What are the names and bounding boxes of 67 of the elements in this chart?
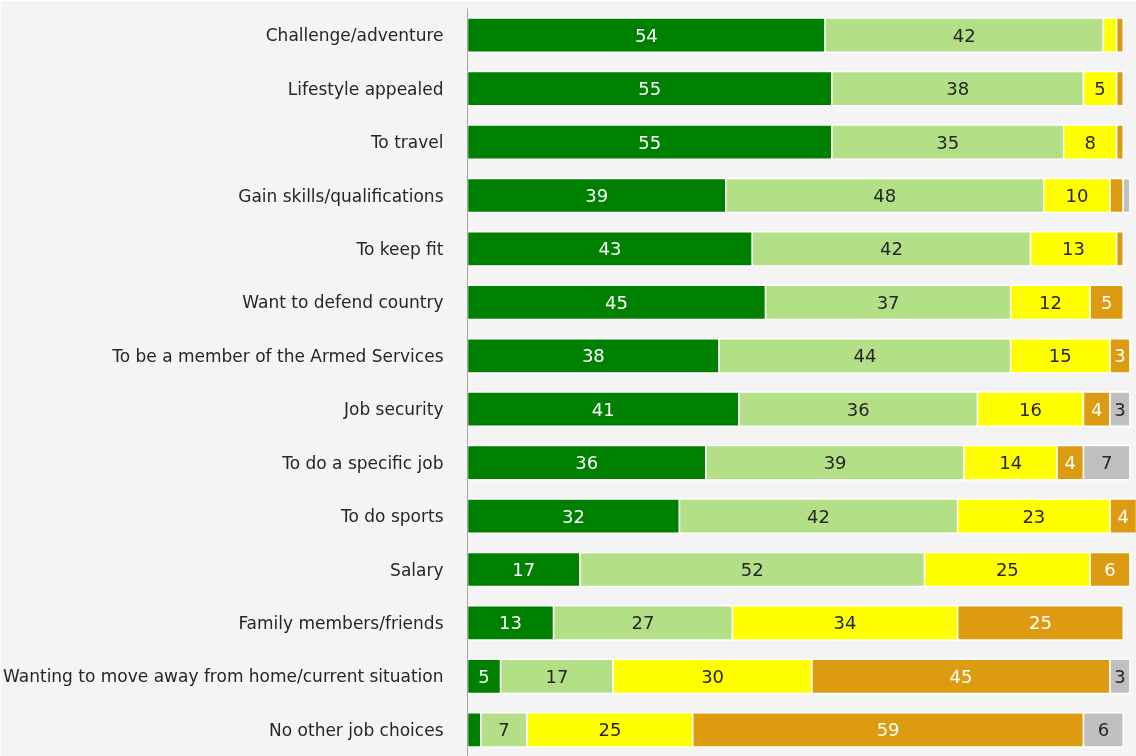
y-tick-label: To be a member of the Armed Services bbox=[111, 345, 444, 366]
data-label: 32 bbox=[562, 505, 585, 527]
data-label: 45 bbox=[605, 291, 628, 313]
data-label: 41 bbox=[591, 398, 615, 420]
data-label: 45 bbox=[949, 665, 973, 687]
data-label: 30 bbox=[701, 665, 725, 687]
data-label: 4 bbox=[1064, 452, 1076, 474]
data-label: 3 bbox=[1114, 398, 1126, 420]
data-label: 34 bbox=[833, 612, 857, 634]
y-tick-label: Family members/friends bbox=[238, 612, 444, 633]
y-tick-label: To do sports bbox=[340, 506, 444, 527]
data-label: 17 bbox=[545, 665, 569, 687]
data-label: 17 bbox=[512, 559, 536, 580]
data-label: 5 bbox=[478, 665, 490, 687]
data-label: 59 bbox=[876, 719, 900, 741]
data-label: 25 bbox=[598, 719, 622, 741]
data-label: 42 bbox=[879, 238, 903, 260]
data-label: 25 bbox=[995, 559, 1019, 580]
data-label: 43 bbox=[598, 238, 622, 260]
data-label: 55 bbox=[638, 78, 662, 100]
data-label: 42 bbox=[952, 24, 976, 46]
data-label: 4 bbox=[1091, 398, 1103, 420]
data-label: 38 bbox=[946, 78, 970, 100]
data-label: 3 bbox=[1114, 665, 1126, 687]
data-label: 8 bbox=[1084, 131, 1096, 153]
data-label: 7 bbox=[1100, 452, 1113, 474]
data-label: 37 bbox=[876, 291, 900, 313]
y-tick-label: To do a specific job bbox=[281, 452, 444, 473]
data-label: 5 bbox=[1100, 291, 1113, 313]
data-label: 7 bbox=[498, 719, 510, 741]
data-label: 4 bbox=[1117, 505, 1129, 527]
data-label: 10 bbox=[1065, 185, 1089, 206]
y-tick-label: To keep fit bbox=[355, 238, 444, 259]
data-label: 44 bbox=[853, 345, 877, 367]
y-tick-label: Want to defend country bbox=[242, 292, 444, 313]
data-label: 55 bbox=[638, 131, 662, 153]
data-label: 6 bbox=[1104, 559, 1116, 580]
data-label: 36 bbox=[846, 398, 870, 420]
data-label: 42 bbox=[807, 505, 831, 527]
data-label: 54 bbox=[634, 24, 658, 46]
data-label: 35 bbox=[936, 131, 960, 153]
y-tick-label: Wanting to move away from home/current situation bbox=[3, 666, 444, 687]
data-label: 39 bbox=[585, 185, 609, 206]
y-tick-label: No other job choices bbox=[269, 719, 444, 740]
data-label: 5 bbox=[1094, 78, 1106, 100]
data-label: 6 bbox=[1097, 719, 1110, 741]
data-label: 27 bbox=[631, 612, 655, 634]
data-label: 25 bbox=[1029, 612, 1052, 634]
y-tick-label: Job security bbox=[343, 399, 444, 420]
data-label: 36 bbox=[575, 452, 599, 474]
data-label: 23 bbox=[1022, 505, 1046, 527]
y-tick-label: Challenge/adventure bbox=[265, 25, 444, 46]
data-label: 13 bbox=[1062, 238, 1086, 260]
data-label: 13 bbox=[499, 612, 523, 634]
data-label: 38 bbox=[581, 345, 605, 367]
y-tick-label: To travel bbox=[369, 132, 444, 153]
data-label: 12 bbox=[1038, 291, 1062, 313]
y-tick-label: Gain skills/qualifications bbox=[238, 185, 444, 206]
data-label: 15 bbox=[1048, 345, 1072, 367]
data-label: 48 bbox=[873, 185, 897, 206]
data-label: 3 bbox=[1114, 345, 1126, 367]
data-label: 14 bbox=[999, 452, 1023, 474]
data-label: 52 bbox=[740, 559, 764, 580]
y-tick-label: Salary bbox=[390, 559, 444, 580]
data-label: 16 bbox=[1019, 398, 1042, 420]
y-tick-label: Lifestyle appealed bbox=[287, 78, 444, 99]
data-label: 39 bbox=[823, 452, 847, 474]
